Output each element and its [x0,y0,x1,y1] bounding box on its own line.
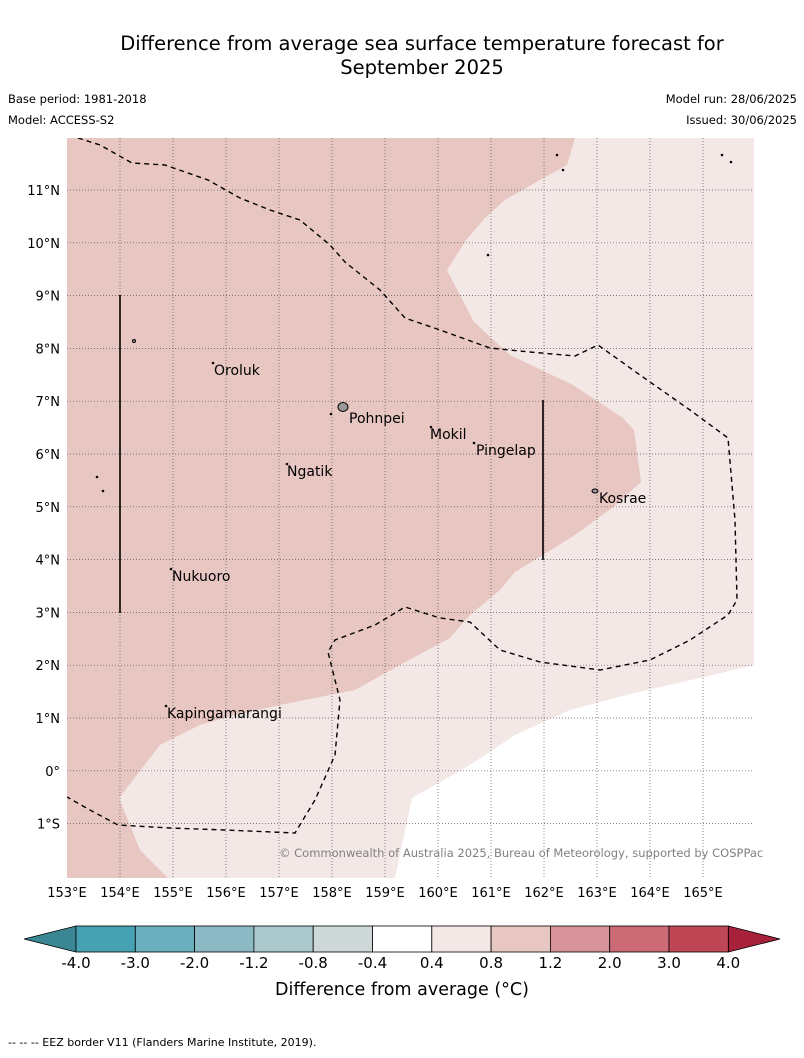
colorbar-swatch [550,925,611,953]
lat-tick-label: 9°N [36,290,61,305]
colorbar-tick-label: -0.4 [358,954,387,972]
lon-tick-label: 162°E [524,886,564,901]
island-islet [720,153,724,157]
label-ngatik: Ngatik [287,464,333,480]
island-kapingamarangi [164,704,168,708]
boundary-segments [119,295,544,613]
lon-tick-label: 156°E [206,886,246,901]
colorbar: -4.0 -3.0 -2.0 -1.2 -0.8 -0.4 0.4 0.8 1.2 2.0 3.0 4… [23,925,781,972]
eez-borders [67,138,738,834]
colorbar-tick-label: 4.0 [716,954,740,972]
colorbar-over-arrow [727,925,781,953]
colorbar-swatch [609,925,670,953]
colorbar-tick-label: -1.2 [239,954,268,972]
colorbar-swatch [194,925,255,953]
colorbar-tick-label: -4.0 [61,954,90,972]
lat-tick-label: 2°N [36,659,61,674]
lat-tick-label: 5°N [36,501,61,516]
anomaly-fill [67,138,754,878]
lon-tick-label: 159°E [365,886,405,901]
island-islet [561,168,565,172]
lat-tick-label: 7°N [36,395,61,410]
label-nukuoro: Nukuoro [172,569,230,585]
colorbar-tick-label: 3.0 [657,954,681,972]
lon-tick-label: 158°E [312,886,352,901]
title-line-1: Difference from average sea surface temp… [120,32,724,55]
island-islet [101,489,105,493]
colorbar-under-arrow [23,925,77,953]
lon-tick-label: 153°E [47,886,87,901]
island-small-west [132,339,136,343]
lon-tick-label: 163°E [577,886,617,901]
lat-tick-label: 4°N [36,554,61,569]
title-line-2: September 2025 [340,56,504,79]
island-nukuoro [169,567,173,571]
colorbar-swatch [431,925,492,953]
island-islet [729,160,733,164]
colorbar-label: Difference from average (°C) [200,980,604,1000]
colorbar-swatch [134,925,196,953]
map-title: Difference from average sea surface temp… [60,32,784,80]
lon-tick-label: 164°E [630,886,670,901]
label-kosrae: Kosrae [599,491,646,507]
lon-tick-label: 154°E [100,886,140,901]
island-oroluk [211,361,215,365]
graticule [67,138,754,878]
lat-tick-label: 1°S [37,818,60,833]
colorbar-swatch [372,925,433,953]
eez-border-north [67,138,738,834]
island-mokil [429,425,433,429]
label-mokil: Mokil [430,427,467,443]
colorbar-label-text: Difference from average (°C) [275,980,529,1000]
base-period: Base period: 1981-2018 [8,92,147,106]
lat-tick-label: 3°N [36,606,61,621]
colorbar-tick-label: -0.8 [299,954,328,972]
colorbar-swatch [312,925,373,953]
islands [95,153,733,708]
colorbar-tick-label: 0.8 [479,954,503,972]
lat-tick-label: 10°N [27,237,60,252]
lat-tick-label: 11°N [27,184,60,199]
island-kosrae [591,488,599,494]
lon-tick-label: 157°E [259,886,299,901]
colorbar-swatch [668,925,729,953]
lon-tick-label: 165°E [683,886,723,901]
island-islet [329,412,333,416]
island-pingelap [472,441,476,445]
lon-tick-label: 160°E [418,886,458,901]
model-run: Model run: 28/06/2025 [665,92,797,106]
colorbar-tick-label: -3.0 [121,954,150,972]
colorbar-tick-label: 0.4 [420,954,444,972]
island-ngatik [285,462,289,466]
colorbar-tick-label: 2.0 [598,954,622,972]
label-pohnpei: Pohnpei [349,411,405,427]
island-islet [486,253,490,257]
place-labels: Oroluk Pohnpei Mokil Pingelap Ngatik Kos… [167,363,646,722]
lat-tick-label: 1°N [36,712,61,727]
copyright-notice: © Commonwealth of Australia 2025, Bureau… [279,846,763,860]
label-pingelap: Pingelap [476,443,536,459]
lon-tick-label: 161°E [471,886,511,901]
colorbar-tick-label: 1.2 [538,954,562,972]
lat-tick-label: 0° [45,765,60,780]
label-kapingamarangi: Kapingamarangi [167,706,282,722]
island-islet [555,153,559,157]
lat-tick-label: 8°N [36,342,61,357]
model-name: Model: ACCESS-S2 [8,113,115,127]
latitude-axis: 11°N 10°N 9°N 8°N 7°N 6°N 5°N 4°N 3°N 2°N 1°N 0° 1°S [27,184,60,833]
lat-tick-label: 6°N [36,448,61,463]
colorbar-swatch [490,925,551,953]
colorbar-tick-label: -2.0 [180,954,209,972]
label-oroluk: Oroluk [214,363,261,379]
colorbar-swatch [75,925,136,953]
island-islet [95,475,99,479]
footer-note: -- -- -- EEZ border V11 (Flanders Marine… [8,1036,317,1049]
longitude-axis: 153°E 154°E 155°E 156°E 157°E 158°E 159°E 160°E… [47,886,723,901]
anomaly-band-warm [67,138,641,878]
lon-tick-label: 155°E [153,886,193,901]
island-pohnpei [337,402,349,412]
issued-date: Issued: 30/06/2025 [686,113,797,127]
colorbar-swatch [253,925,314,953]
